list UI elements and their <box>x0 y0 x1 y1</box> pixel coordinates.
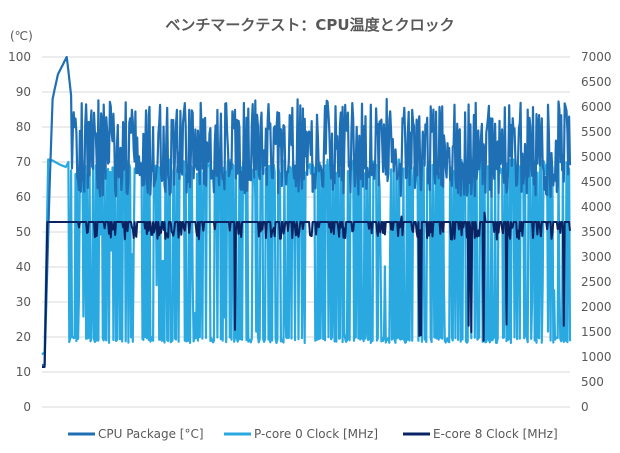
right-tick-label: 5000 <box>581 150 612 164</box>
chart-title: ベンチマークテスト：CPU温度とクロック <box>165 16 454 34</box>
right-tick-label: 7000 <box>581 50 612 64</box>
left-tick-label: 90 <box>16 85 31 99</box>
right-tick-label: 4500 <box>581 175 612 189</box>
right-tick-label: 0 <box>581 400 589 414</box>
right-tick-label: 6000 <box>581 100 612 114</box>
left-tick-label: 10 <box>16 365 31 379</box>
left-tick-label: 20 <box>16 330 31 344</box>
legend: CPU Package [°C] P-core 0 Clock [MHz] E-co… <box>68 427 558 441</box>
y-axis-unit-label: (℃) <box>10 29 33 43</box>
series-line-2 <box>41 211 571 368</box>
left-tick-label: 80 <box>16 120 31 134</box>
left-axis-ticks: 0 10 20 30 40 50 60 70 80 90 100 <box>8 50 31 414</box>
right-tick-label: 6500 <box>581 75 612 89</box>
right-tick-label: 2500 <box>581 275 612 289</box>
left-tick-label: 0 <box>23 400 31 414</box>
right-tick-label: 1000 <box>581 350 612 364</box>
right-tick-label: 3500 <box>581 225 612 239</box>
left-tick-label: 40 <box>16 260 31 274</box>
legend-label: P-core 0 Clock [MHz] <box>254 427 378 441</box>
legend-label: CPU Package [°C] <box>98 427 204 441</box>
legend-label: E-core 8 Clock [MHz] <box>433 427 558 441</box>
left-tick-label: 50 <box>16 225 31 239</box>
right-tick-label: 1500 <box>581 325 612 339</box>
right-tick-label: 5500 <box>581 125 612 139</box>
left-tick-label: 70 <box>16 155 31 169</box>
right-tick-label: 4000 <box>581 200 612 214</box>
right-tick-label: 2000 <box>581 300 612 314</box>
right-tick-label: 3000 <box>581 250 612 264</box>
left-tick-label: 60 <box>16 190 31 204</box>
left-tick-label: 100 <box>8 50 31 64</box>
series-line-0 <box>41 55 572 367</box>
right-axis-ticks: 0 500 1000 1500 2000 2500 3000 3500 4000 4500 5000… <box>581 50 612 414</box>
series-lines <box>41 55 572 368</box>
right-tick-label: 500 <box>581 375 604 389</box>
left-tick-label: 30 <box>16 295 31 309</box>
